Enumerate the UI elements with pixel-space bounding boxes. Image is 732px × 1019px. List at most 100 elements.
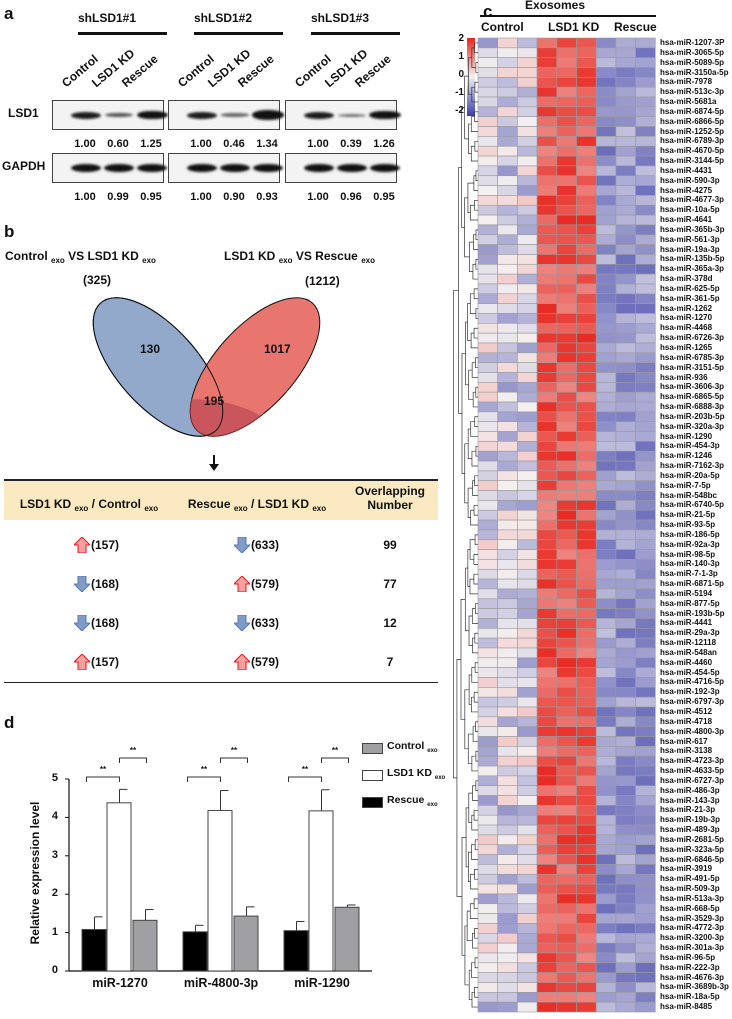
- dendrogram-branch: [475, 780, 478, 791]
- heatmap-cell: [477, 490, 499, 501]
- heatmap-cell: [576, 421, 597, 432]
- heatmap-cell: [556, 578, 577, 590]
- heatmap-cell: [517, 401, 538, 413]
- row-label: hsa-miR-4275: [660, 185, 713, 195]
- heatmap-cell: [595, 598, 617, 609]
- heatmap-cell: [576, 873, 597, 885]
- heatmap-cell: [615, 539, 636, 550]
- heatmap-cell: [497, 854, 518, 865]
- heatmap-cell: [595, 755, 617, 767]
- blot-gapdh: [168, 153, 283, 183]
- heatmap-cell: [576, 382, 597, 393]
- heatmap-cell: [635, 824, 656, 836]
- heatmap-cell: [595, 952, 617, 964]
- heatmap-cell: [635, 421, 656, 432]
- heatmap-cell: [517, 450, 538, 462]
- heatmap-cell: [556, 175, 577, 186]
- heatmap-cell: [497, 126, 518, 137]
- heatmap-cell: [615, 795, 636, 806]
- heatmap-cell: [615, 696, 636, 708]
- heatmap-cell: [576, 431, 597, 442]
- heatmap-cell: [635, 883, 656, 895]
- heatmap-cell: [615, 263, 636, 275]
- heatmap-cell: [595, 795, 617, 806]
- heatmap-cell: [576, 992, 597, 1003]
- dendrogram-branch: [474, 839, 478, 851]
- heatmap-cell: [536, 883, 558, 895]
- heatmap-cell: [517, 67, 538, 78]
- heatmap-cell: [556, 706, 577, 718]
- title-text: LSD1 KD: [224, 249, 276, 263]
- heatmap-cell: [615, 726, 636, 737]
- heatmap-cell: [615, 913, 636, 924]
- heatmap-cell: [477, 746, 499, 757]
- row-col1-count: (157): [91, 655, 120, 669]
- row-label: hsa-miR-1246: [660, 451, 713, 461]
- heatmap-cell: [576, 470, 597, 482]
- heatmap-cell: [576, 509, 597, 521]
- heatmap-cell: [477, 37, 499, 49]
- heatmap-cell: [536, 254, 558, 265]
- gapdh-band: [187, 164, 217, 172]
- heatmap-cell: [615, 923, 636, 934]
- color-scale-bar: [467, 38, 475, 116]
- lsd1-quant: 0.46: [223, 138, 245, 150]
- heatmap-cell: [635, 352, 656, 363]
- heatmap-cell: [497, 106, 518, 118]
- heatmap-cell: [635, 185, 656, 196]
- heatmap-cell: [635, 539, 656, 550]
- heatmap-cell: [497, 952, 518, 964]
- down-arrow-icon: [234, 615, 250, 631]
- heatmap-cell: [477, 254, 499, 265]
- heatmap-cell: [556, 716, 577, 727]
- dendrogram-branch: [471, 991, 478, 1008]
- table-top-rule: [4, 479, 438, 481]
- heatmap-cell: [576, 982, 597, 993]
- row-label: hsa-miR-3065-5p: [660, 47, 725, 57]
- heatmap-cell: [497, 204, 518, 216]
- heatmap-cell: [497, 490, 518, 501]
- dendrogram-branch: [474, 957, 478, 969]
- heatmap-cell: [635, 628, 656, 639]
- row-overlap-number: 12: [383, 616, 397, 630]
- header-text: Overlapping: [354, 484, 425, 498]
- row-label: hsa-miR-5194: [660, 588, 713, 598]
- significance-bracket: [288, 776, 322, 782]
- heatmap-cell: [477, 864, 499, 875]
- heatmap-cell: [477, 1001, 499, 1013]
- dendrogram-branch: [472, 785, 478, 801]
- heatmap-cell: [635, 244, 656, 255]
- row-label: hsa-miR-378d: [660, 274, 713, 284]
- heatmap-cell: [615, 352, 636, 363]
- row-label: hsa-miR-203b-5p: [660, 411, 725, 421]
- dendrogram-branch: [474, 632, 478, 644]
- heatmap-cell: [536, 382, 558, 393]
- heatmap-cell: [477, 263, 499, 275]
- heatmap-cell: [576, 313, 597, 324]
- heatmap-cell: [497, 244, 518, 255]
- heatmap-cell: [576, 155, 597, 167]
- heatmap-cell: [497, 136, 518, 147]
- row-col1-count: (168): [91, 616, 120, 630]
- heatmap-cell: [497, 657, 518, 668]
- row-label: hsa-miR-20a-5p: [660, 470, 720, 480]
- heatmap-cell: [536, 500, 558, 511]
- title-sub: exo: [142, 256, 156, 265]
- row-label: hsa-miR-4718: [660, 716, 713, 726]
- heatmap-cell: [635, 962, 656, 973]
- heatmap-cell: [635, 509, 656, 521]
- heatmap-cell: [615, 382, 636, 393]
- heatmap-cell: [595, 854, 617, 865]
- row-label: hsa-miR-96-5p: [660, 952, 716, 962]
- row-label: hsa-miR-1207-3P: [660, 38, 725, 47]
- heatmap-cell: [615, 834, 636, 846]
- heatmap-cell: [615, 618, 636, 629]
- heatmap-cell: [635, 923, 656, 934]
- heatmap-cell: [536, 716, 558, 727]
- heatmap-cell: [615, 165, 636, 177]
- title-sub: exo: [51, 256, 65, 265]
- gapdh-quant: 1.00: [74, 191, 96, 203]
- dendrogram-branch: [474, 868, 478, 880]
- row-label: hsa-miR-98-5p: [660, 549, 716, 559]
- heatmap-cell: [517, 332, 538, 344]
